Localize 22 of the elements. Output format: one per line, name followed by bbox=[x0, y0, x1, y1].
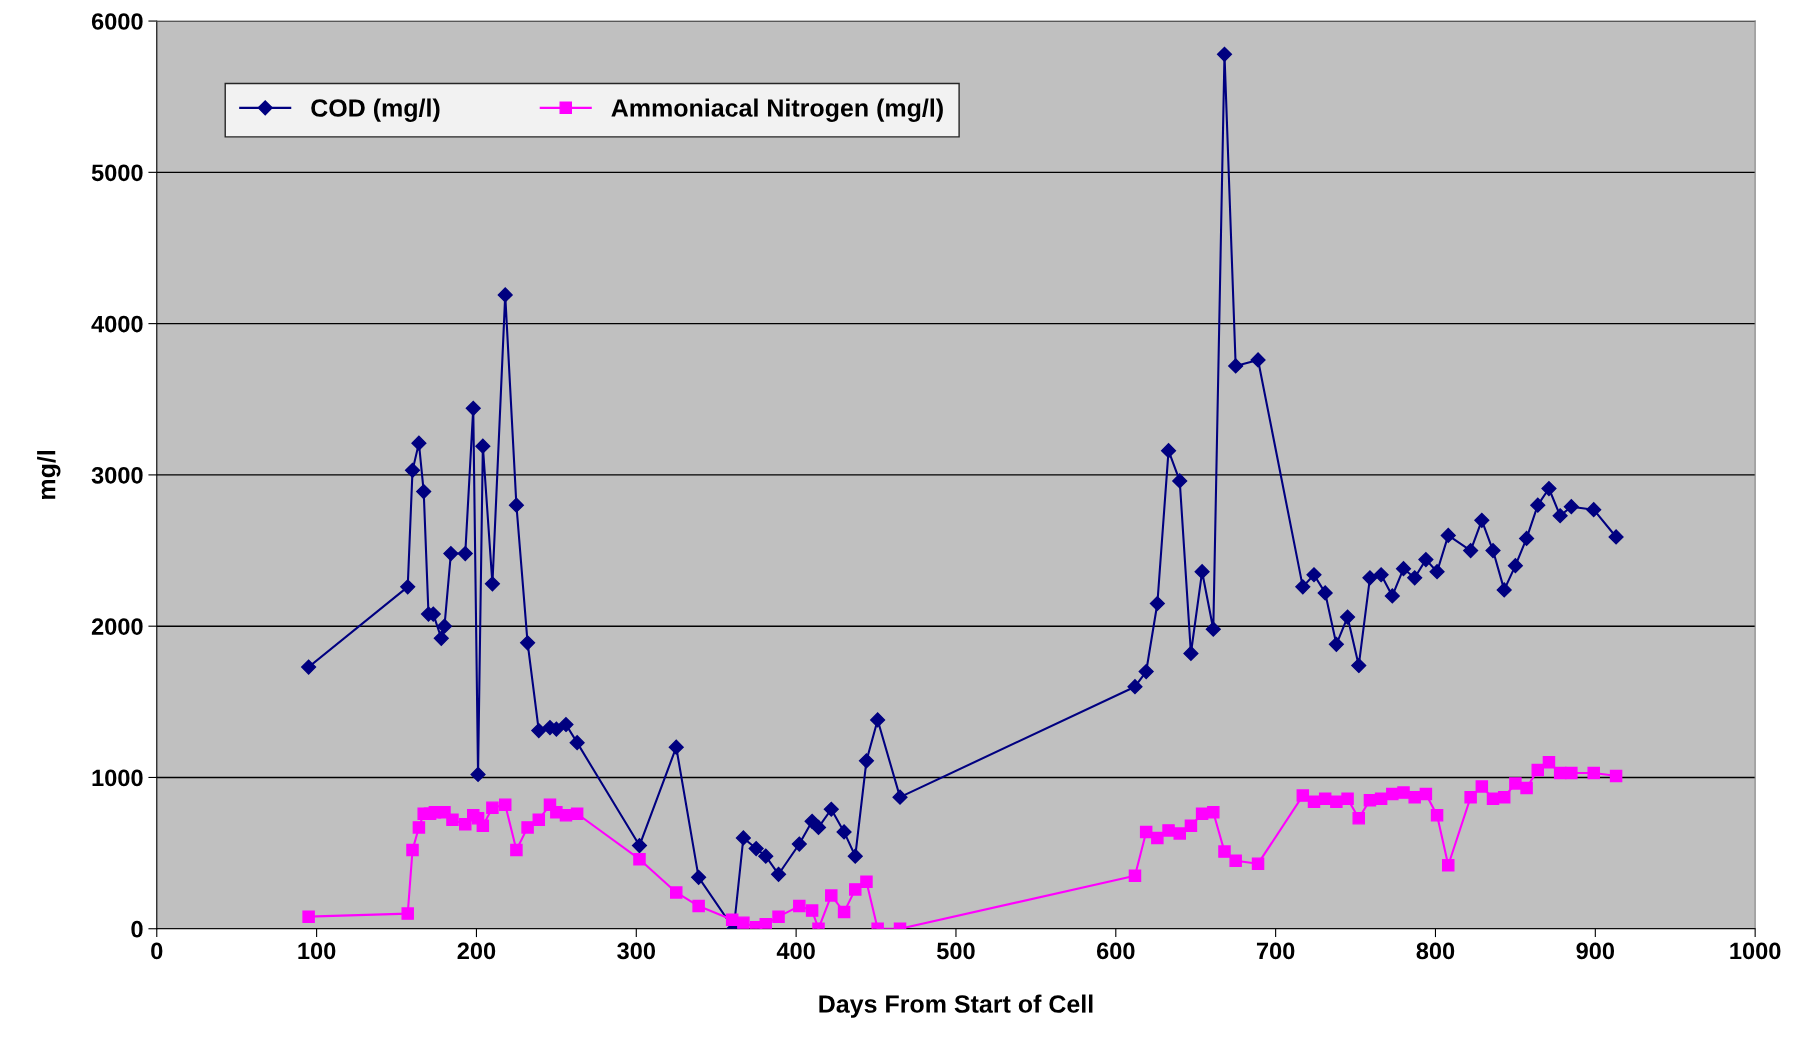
y-tick-label: 5000 bbox=[91, 164, 143, 182]
y-tick-label: 0 bbox=[131, 920, 143, 938]
y-tick-label: 1000 bbox=[92, 769, 143, 787]
x-tick-label: 700 bbox=[1256, 942, 1295, 960]
y-axis-title: mg/l bbox=[37, 450, 61, 499]
x-tick-label: 100 bbox=[298, 942, 336, 960]
legend-label: Ammoniacal Nitrogen (mg/l) bbox=[611, 98, 943, 122]
legend-label: COD (mg/l) bbox=[311, 98, 440, 122]
x-tick-label: 600 bbox=[1096, 942, 1135, 960]
x-tick-label: 900 bbox=[1576, 942, 1615, 960]
y-tick-label: 2000 bbox=[91, 618, 143, 635]
x-tick-label: 500 bbox=[936, 942, 975, 960]
x-tick-label: 0 bbox=[151, 942, 163, 960]
x-tick-label: 800 bbox=[1416, 942, 1455, 960]
x-tick-label: 300 bbox=[617, 942, 656, 960]
x-axis-title: Days From Start of Cell bbox=[819, 994, 1093, 1018]
y-tick-label: 4000 bbox=[91, 315, 143, 333]
x-tick-label: 1000 bbox=[1730, 942, 1781, 960]
y-tick-label: 3000 bbox=[91, 466, 143, 484]
x-tick-label: 200 bbox=[457, 942, 496, 960]
x-tick-label: 400 bbox=[776, 942, 815, 960]
y-tick-label: 6000 bbox=[91, 13, 143, 30]
